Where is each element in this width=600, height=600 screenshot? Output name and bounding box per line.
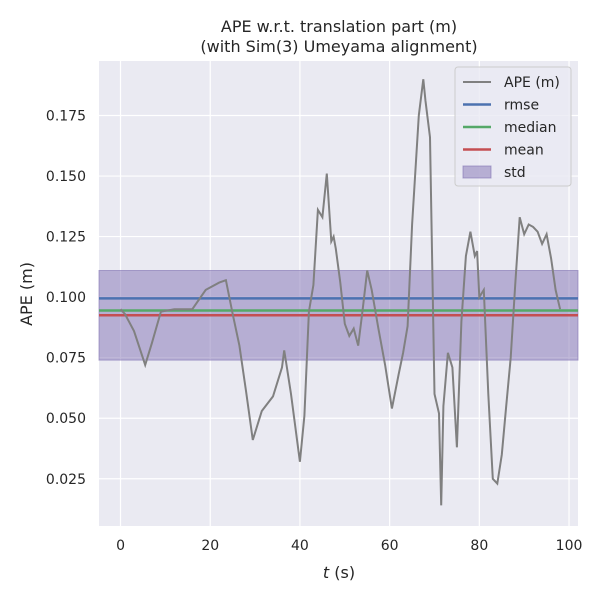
x-axis-label-unit: (s) <box>329 563 355 582</box>
y-tick-label: 0.175 <box>46 108 86 124</box>
y-axis-label: APE (m) <box>17 262 36 326</box>
ape-series-line <box>119 79 562 506</box>
y-tick-label: 0.150 <box>46 169 86 185</box>
x-tick-label: 40 <box>291 538 309 554</box>
y-tick-label: 0.050 <box>46 411 86 427</box>
x-tick-label: 60 <box>381 538 399 554</box>
x-axis-label: t (s) <box>323 563 355 582</box>
legend: APE (m) rmse median mean std <box>454 66 572 187</box>
chart-title: APE w.r.t. translation part (m) <box>221 17 457 36</box>
y-tick-label: 0.125 <box>46 230 86 246</box>
legend-frame <box>454 66 572 187</box>
y-tick-label: 0.075 <box>46 351 86 367</box>
legend-label: APE (m) <box>504 75 560 91</box>
chart-subtitle: (with Sim(3) Umeyama alignment) <box>200 37 477 56</box>
x-tick-label: 80 <box>470 538 488 554</box>
legend-patch-swatch <box>462 165 492 179</box>
x-axis-label-var: t <box>323 563 330 582</box>
legend-label: std <box>504 165 526 181</box>
y-tick-labels: 0.025 0.050 0.075 0.100 0.125 0.150 0.175 <box>46 108 86 487</box>
x-tick-labels: 0 20 40 60 80 100 <box>116 538 582 554</box>
legend-label: mean <box>504 143 544 159</box>
x-tick-label: 100 <box>556 538 583 554</box>
x-tick-label: 0 <box>116 538 125 554</box>
legend-label: rmse <box>504 98 539 114</box>
y-tick-label: 0.025 <box>46 472 86 488</box>
y-tick-label: 0.100 <box>46 290 86 306</box>
legend-label: median <box>504 120 556 136</box>
x-tick-label: 20 <box>201 538 219 554</box>
